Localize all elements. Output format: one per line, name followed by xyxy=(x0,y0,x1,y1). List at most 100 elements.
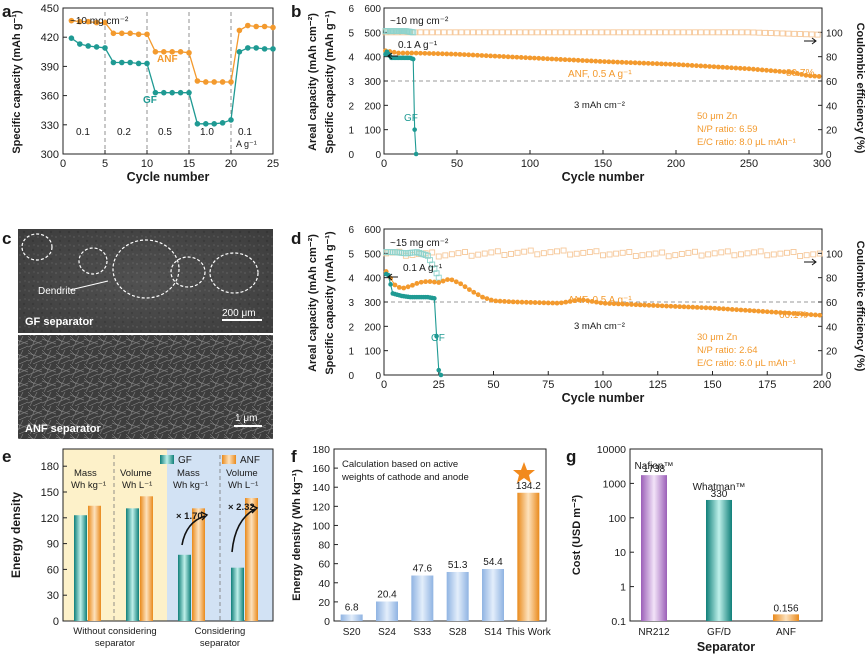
point-a-ANF-2 xyxy=(85,18,91,25)
x-tick-label-d-6: 150 xyxy=(703,379,721,391)
point-a-GF-2 xyxy=(85,43,91,49)
ref-label-d: 3 mAh cm⁻² xyxy=(574,321,625,332)
y-tick-label-b-2: 200 xyxy=(364,101,381,112)
point-a-ANF-11 xyxy=(161,49,167,55)
bar-f-S24 xyxy=(376,601,398,621)
point-a-GF-5 xyxy=(110,59,117,66)
sem-shading-gf xyxy=(18,229,273,333)
x-tick-label-b-1: 50 xyxy=(451,158,463,170)
point-b-anf-74 xyxy=(707,64,712,69)
point-d-anf-48 xyxy=(594,299,599,305)
point-a-GF-22 xyxy=(253,45,259,51)
point-d-anf-3 xyxy=(396,285,402,290)
ce-anf-b-217 xyxy=(697,29,704,36)
ce-anf-b-29 xyxy=(423,29,430,36)
ce-anf-b-93 xyxy=(516,29,523,36)
ce-anf-d-178 xyxy=(770,251,777,258)
bar-f-S28 xyxy=(446,571,469,621)
point-b-anf-85 xyxy=(755,67,761,72)
point-a-ANF-18 xyxy=(219,79,226,85)
point-d-anf-23 xyxy=(484,296,490,301)
point-a-ANF-8 xyxy=(135,31,142,38)
ce-anf-d-199 xyxy=(816,250,823,257)
note-loading-d: ~15 mg cm⁻² xyxy=(390,238,449,249)
point-b-anf-63 xyxy=(659,61,664,67)
e-group2-line2: Wh L⁻¹ xyxy=(122,480,152,491)
ylabel-e: Energy density xyxy=(9,492,23,578)
ce-anf-d-148 xyxy=(705,251,712,258)
rate-note-d: 0.1 A g⁻¹ xyxy=(403,263,443,274)
point-d-anf-2 xyxy=(392,282,398,288)
data-label-f-This Work: 134.2 xyxy=(516,481,541,492)
x-tick-label-g-1: GF/D xyxy=(707,627,731,638)
y2-tick-label-d-4: 80 xyxy=(826,274,838,285)
ylabel-mid-d: Specific capacity (mAh g⁻¹) xyxy=(324,231,336,375)
point-d-anf-46 xyxy=(585,298,591,304)
point-d-anf-16 xyxy=(453,279,459,285)
point-d-anf-17 xyxy=(458,281,464,287)
point-b-anf-38 xyxy=(549,56,555,62)
dendrite-circle-1 xyxy=(21,233,53,261)
ce-anf-b-145 xyxy=(592,29,599,36)
ce-anf-d-187 xyxy=(790,249,797,255)
rate-label-5: 0.1 xyxy=(238,127,252,138)
dendrite-circles xyxy=(21,233,259,299)
point-b-anf-13 xyxy=(440,51,445,57)
point-b-anf-42 xyxy=(567,57,572,63)
y-tick-label-d-6: 600 xyxy=(364,225,381,236)
point-b-anf-26 xyxy=(496,53,502,59)
point-b-anf-68 xyxy=(680,62,686,68)
y-tick-label-f-7: 140 xyxy=(312,482,330,494)
cond2-d: N/P ratio: 2.64 xyxy=(697,345,758,356)
ce-anf-b-97 xyxy=(522,29,529,36)
ce-anf-d-112 xyxy=(626,249,633,255)
ce-anf-b-249 xyxy=(744,29,751,36)
point-d-anf-87 xyxy=(764,309,770,315)
y-tick-label-g-0: 0.1 xyxy=(611,616,626,628)
mult-arrow-1 xyxy=(181,515,206,546)
point-b-anf-18 xyxy=(461,52,467,57)
ce-anf-b-285 xyxy=(797,31,804,37)
point-d-anf-5 xyxy=(405,284,411,290)
point-b-anf-48 xyxy=(593,58,599,64)
point-a-ANF-6 xyxy=(119,30,125,37)
y-area-tick-label-b-5: 5 xyxy=(348,28,354,39)
y-tick-label-g-5: 10000 xyxy=(597,444,626,456)
point-d-anf-32 xyxy=(523,299,529,305)
y-tick-label-b-1: 100 xyxy=(364,126,381,137)
sem-image-anf xyxy=(18,335,273,439)
ce-anf-b-277 xyxy=(785,30,792,37)
ce-anf-d-100 xyxy=(600,252,606,259)
point-b-anf-73 xyxy=(702,63,708,69)
y-tick-label-b-5: 500 xyxy=(364,28,381,39)
point-b-anf-36 xyxy=(540,56,546,61)
point-b-anf-80 xyxy=(733,65,739,71)
y2-tick-label-d-0: 0 xyxy=(826,371,832,382)
data-label-g-ANF: 0.156 xyxy=(773,603,798,614)
y-tick-label-d-3: 300 xyxy=(364,298,381,309)
y2-tick-label-b-3: 60 xyxy=(826,77,838,88)
point-d-anf-55 xyxy=(624,301,630,307)
ce-anf-b-209 xyxy=(686,29,693,36)
y-tick-label-a-4: 420 xyxy=(41,32,59,44)
ce-anf-b-73 xyxy=(487,29,494,36)
ce-anf-b-149 xyxy=(598,29,605,36)
ce-anf-d-196 xyxy=(810,251,817,258)
point-b-anf-76 xyxy=(715,64,721,70)
ce-anf-b-81 xyxy=(499,29,506,36)
point-d-anf-30 xyxy=(515,299,520,305)
point-b-anf-81 xyxy=(737,65,743,71)
a-marks: 0 5 10 15 20 25 300 330 360 390 420 450 xyxy=(41,3,279,170)
ce-anf-b-37 xyxy=(435,29,441,36)
xlabel-g: Separator xyxy=(697,640,755,654)
point-a-ANF-24 xyxy=(270,24,276,31)
point-b-anf-62 xyxy=(654,61,660,67)
point-d-gf-23 xyxy=(434,333,439,339)
point-a-ANF-22 xyxy=(253,23,259,30)
ce-anf-b-181 xyxy=(645,29,652,36)
data-label-f-S33: 47.6 xyxy=(413,564,433,575)
panel-f: f 0 20 40 60 80 100 120 140 160 180 6.8 S20 20.4 S24 4… xyxy=(291,444,552,638)
point-d-anf-92 xyxy=(786,310,792,316)
y-tick-label-d-0: 0 xyxy=(375,371,381,382)
point-a-GF-0 xyxy=(68,35,75,41)
